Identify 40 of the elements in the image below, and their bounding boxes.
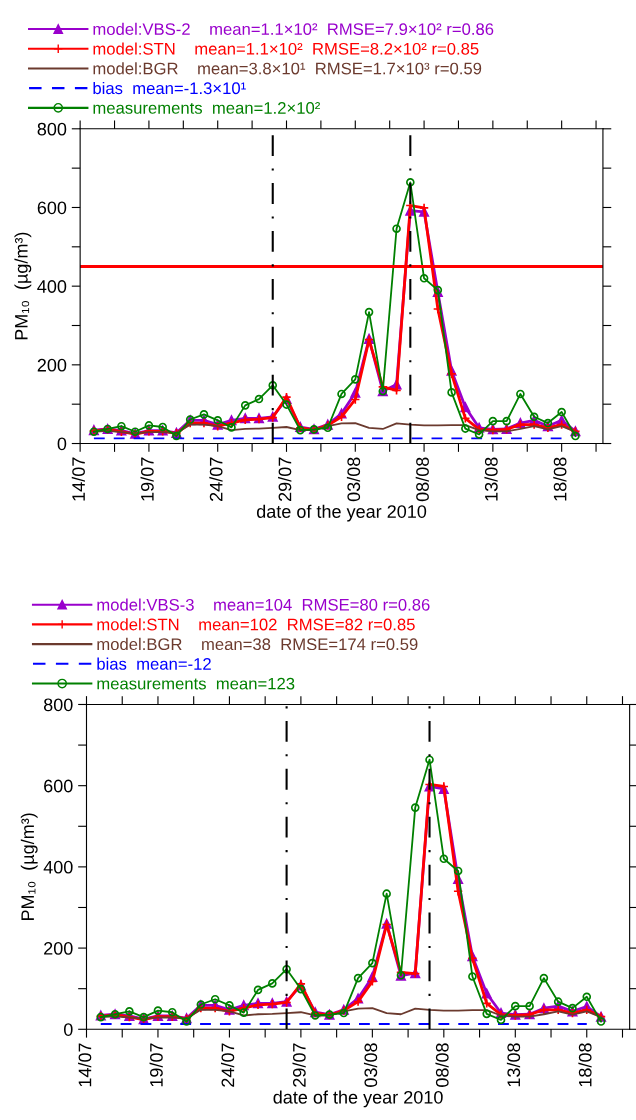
legend-label: model:STN mean=1.1×10² RMSE=8.2×10² r=0.85 [93,42,479,55]
x-tick-label: 18/08 [553,457,567,501]
x-tick-label: 08/08 [415,457,429,502]
x-tick-label: 29/07 [292,1043,306,1087]
legend-label: model:BGR mean=3.8×10¹ RMSE=1.7×10³ r=0.59 [93,62,482,75]
x-tick-label: 24/07 [221,1043,235,1087]
x-tick-label: 03/08 [363,1043,378,1087]
y-tick-label: 0 [57,437,67,451]
y-tick-label: 0 [63,1023,73,1036]
legend-label: measurements mean=1.2×10² [93,102,320,114]
y-tick-label: 400 [37,280,67,293]
legend-label: bias mean=-12 [97,657,211,670]
y-tick-label: 600 [37,201,67,215]
y-tick-label: 800 [37,122,67,136]
legend-label: model:STN mean=102 RMSE=82 r=0.85 [97,618,415,631]
x-tick-label: 03/08 [346,457,361,502]
legend-label: measurements mean=123 [97,677,295,690]
x-tick-label: 19/07 [149,1043,163,1087]
x-tick-label: 24/07 [209,457,223,501]
y-tick-label: 800 [43,698,73,712]
y-axis-title: PM₁₀ (µg/m³) [14,232,32,340]
legend-label: model:BGR mean=38 RMSE=174 r=0.59 [97,637,418,651]
y-axis-title: PM₁₀ (µg/m³) [20,813,38,921]
x-tick-label: 14/07 [78,1043,92,1087]
x-tick-label: 08/08 [435,1043,449,1087]
legend-label: model:VBS-2 mean=1.1×10² RMSE=7.9×10² r=0.86 [93,22,494,36]
x-tick-label: 13/08 [506,1043,521,1087]
x-tick-label: 13/08 [484,457,498,501]
x-tick-label: 18/08 [578,1043,592,1087]
legend-label: model:VBS-3 mean=104 RMSE=80 r=0.86 [97,598,430,611]
x-tick-label: 14/07 [71,457,85,501]
y-tick-label: 600 [44,779,73,793]
y-tick-label: 200 [44,942,73,955]
x-axis-title: date of the year 2010 [273,1090,443,1108]
legend-label: bias mean=-1.3×10¹ [93,81,246,95]
x-axis-title: date of the year 2010 [256,504,427,522]
y-tick-label: 400 [43,860,73,874]
y-tick-label: 200 [37,358,67,372]
x-tick-label: 19/07 [140,457,154,501]
x-tick-label: 29/07 [278,457,292,501]
